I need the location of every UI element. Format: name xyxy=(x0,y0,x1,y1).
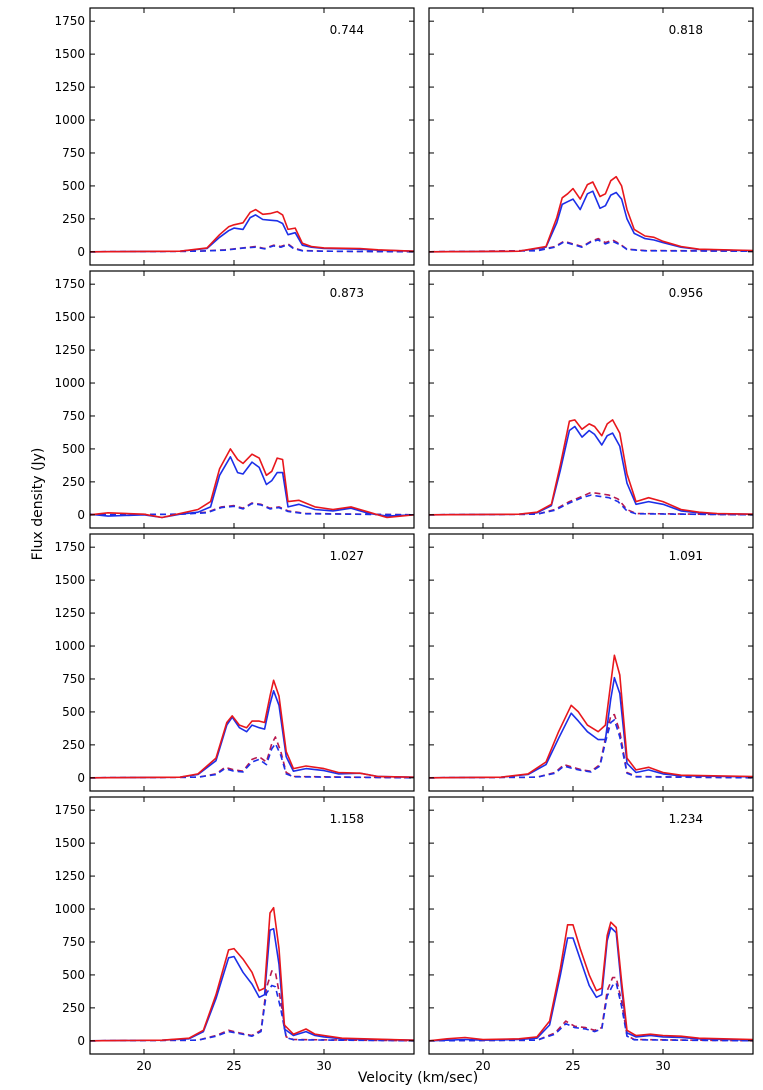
series-line-blue-dashed xyxy=(429,719,753,779)
panel-frame xyxy=(428,7,754,266)
panel-4: 0.956 xyxy=(428,270,754,529)
y-tick-label: 250 xyxy=(62,738,85,752)
series-line-blue-solid xyxy=(429,676,753,779)
y-tick-label: 1250 xyxy=(54,869,85,883)
series-line-blue-dashed xyxy=(90,984,414,1042)
panel-phase-label: 0.744 xyxy=(330,23,364,37)
series-line-red-solid xyxy=(429,654,753,779)
panel-3-series xyxy=(90,448,414,519)
y-tick-label: 1000 xyxy=(54,376,85,390)
panel-5-series xyxy=(90,679,414,779)
series-line-red-solid xyxy=(90,208,414,253)
series-line-red-dashed xyxy=(90,970,414,1042)
panel-frame xyxy=(428,533,754,792)
x-tick-label: 20 xyxy=(136,1059,151,1073)
panel-8: 20 25 30 1.234 xyxy=(428,796,754,1073)
y-tick-label: 1500 xyxy=(54,836,85,850)
panel-6-series xyxy=(429,654,753,779)
y-tick-label: 1250 xyxy=(54,80,85,94)
y-tick-label: 1500 xyxy=(54,573,85,587)
y-tick-label: 0 xyxy=(77,245,85,259)
panel-5: 0 250 500 750 1000 1250 1500 1750 1.027 xyxy=(54,533,415,792)
y-tick-label: 1250 xyxy=(54,606,85,620)
y-tick-label: 0 xyxy=(77,771,85,785)
series-line-blue-solid xyxy=(429,190,753,253)
y-tick-label: 1500 xyxy=(54,47,85,61)
panel-frame xyxy=(89,796,415,1055)
y-axis-title: Flux density (Jy) xyxy=(30,448,46,561)
series-line-red-solid xyxy=(90,448,414,519)
y-tick-label: 1500 xyxy=(54,310,85,324)
series-line-red-solid xyxy=(429,419,753,516)
y-tick-label: 0 xyxy=(77,1034,85,1048)
panel-phase-label: 1.091 xyxy=(669,549,703,563)
series-line-blue-dashed xyxy=(90,502,414,516)
x-tick-label: 25 xyxy=(565,1059,580,1073)
panel-8-series xyxy=(429,921,753,1042)
panel-6: 1.091 xyxy=(428,533,754,792)
y-tick-label: 750 xyxy=(62,935,85,949)
series-line-blue-dashed xyxy=(429,494,753,516)
y-tick-label: 500 xyxy=(62,968,85,982)
y-tick-label: 1250 xyxy=(54,343,85,357)
x-axis-title: Velocity (km/sec) xyxy=(358,1070,478,1086)
y-tick-label: 750 xyxy=(62,409,85,423)
panel-phase-label: 1.234 xyxy=(669,812,703,826)
panel-7: 20 25 30 0 250 500 750 1000 1250 1500 1750 1.158 xyxy=(54,796,415,1073)
y-tick-label: 250 xyxy=(62,212,85,226)
panel-2-series xyxy=(429,175,753,253)
y-tick-label: 1750 xyxy=(54,540,85,554)
y-tick-label: 1750 xyxy=(54,803,85,817)
y-tick-label: 750 xyxy=(62,146,85,160)
panel-frame xyxy=(89,7,415,266)
panel-phase-label: 0.818 xyxy=(669,23,703,37)
y-tick-label: 750 xyxy=(62,672,85,686)
panel-phase-label: 1.027 xyxy=(330,549,364,563)
series-line-blue-dashed xyxy=(429,239,753,253)
y-tick-label: 250 xyxy=(62,475,85,489)
panel-frame xyxy=(89,533,415,792)
y-tick-label: 1000 xyxy=(54,113,85,127)
y-tick-label: 1000 xyxy=(54,902,85,916)
series-line-red-solid xyxy=(90,906,414,1042)
y-tick-label: 1750 xyxy=(54,277,85,291)
x-tick-label: 20 xyxy=(475,1059,490,1073)
series-line-red-solid xyxy=(90,679,414,779)
x-tick-label: 30 xyxy=(316,1059,331,1073)
series-line-red-solid xyxy=(429,921,753,1042)
panel-3: 0 250 500 750 1000 1250 1500 1750 0.873 xyxy=(54,270,415,529)
series-line-red-solid xyxy=(429,175,753,253)
y-tick-label: 1750 xyxy=(54,14,85,28)
panel-frame xyxy=(428,270,754,529)
panel-1: 0 250 500 750 1000 1250 1500 1750 0.744 xyxy=(54,7,415,266)
y-tick-label: 1000 xyxy=(54,639,85,653)
panel-phase-label: 0.956 xyxy=(669,286,703,300)
panel-frame xyxy=(428,796,754,1055)
panel-2: 0.818 xyxy=(428,7,754,266)
y-tick-label: 500 xyxy=(62,442,85,456)
y-tick-label: 500 xyxy=(62,179,85,193)
y-tick-label: 500 xyxy=(62,705,85,719)
y-tick-label: 0 xyxy=(77,508,85,522)
panel-frame xyxy=(89,270,415,529)
x-tick-label: 30 xyxy=(655,1059,670,1073)
y-tick-label: 250 xyxy=(62,1001,85,1015)
series-line-blue-dashed xyxy=(90,243,414,253)
panel-7-series xyxy=(90,906,414,1042)
series-line-blue-dashed xyxy=(429,982,753,1042)
panel-phase-label: 1.158 xyxy=(330,812,364,826)
panel-phase-label: 0.873 xyxy=(330,286,364,300)
series-line-blue-dashed xyxy=(90,742,414,779)
panel-1-series xyxy=(90,208,414,253)
panel-4-series xyxy=(429,419,753,516)
x-tick-label: 25 xyxy=(226,1059,241,1073)
